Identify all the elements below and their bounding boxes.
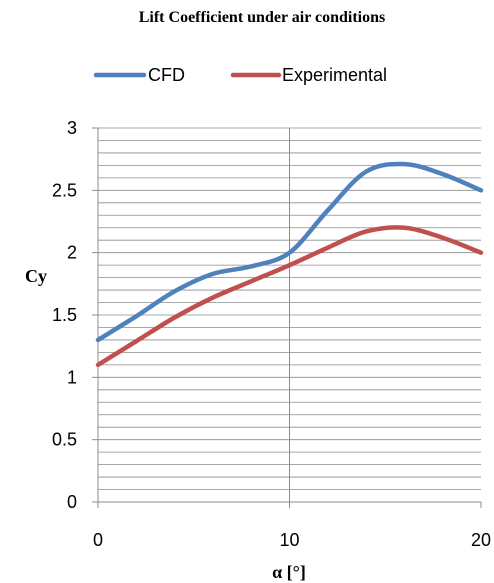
legend-label: Experimental (282, 65, 387, 85)
x-tick-label: 0 (93, 530, 103, 550)
y-tick-label: 1.5 (52, 305, 77, 325)
x-axis-title: α [°] (272, 562, 306, 582)
series-line-experimental (95, 225, 484, 368)
legend: CFD Experimental (93, 65, 387, 85)
series-line-cfd (95, 161, 484, 343)
x-tick-label: 20 (471, 530, 491, 550)
y-axis-title: Cy (25, 266, 47, 286)
y-tick-label: 0.5 (52, 430, 77, 450)
grid (98, 127, 481, 503)
x-tick-labels: 0 10 20 (93, 530, 491, 550)
y-tick-label: 0 (67, 492, 77, 512)
y-tick-label: 3 (67, 118, 77, 138)
x-tick-label: 10 (279, 530, 299, 550)
y-tick-label: 2.5 (52, 180, 77, 200)
series-layer (95, 161, 484, 368)
plot-frame (92, 127, 482, 508)
legend-label: CFD (148, 65, 185, 85)
y-tick-labels: 0 0.5 1 1.5 2 2.5 3 (52, 118, 77, 512)
y-tick-label: 2 (67, 243, 77, 263)
chart-title: Lift Coefficient under air conditions (139, 9, 386, 26)
y-tick-label: 1 (67, 367, 77, 387)
